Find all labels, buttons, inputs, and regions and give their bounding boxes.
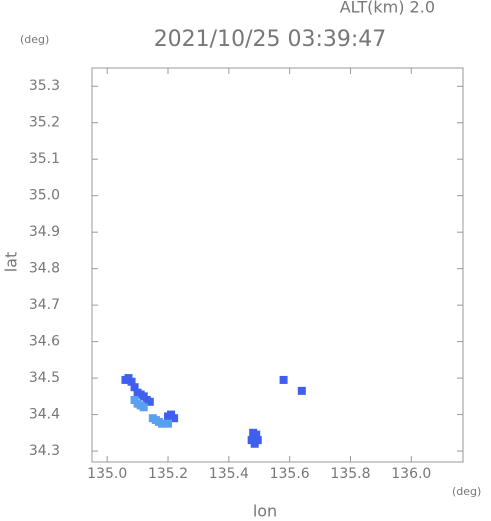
x-label: lon	[253, 502, 277, 521]
y-tick-label: 34.4	[29, 407, 60, 423]
echo-point	[170, 414, 179, 423]
y-unit: (deg)	[20, 33, 49, 46]
echo-point	[279, 375, 288, 384]
echo-point	[127, 377, 136, 386]
x-tick-label: 135.8	[330, 466, 370, 482]
y-tick-label: 34.3	[29, 443, 60, 459]
x-tick-label: 135.2	[148, 466, 188, 482]
echo-point	[139, 403, 148, 412]
echo-point	[145, 397, 154, 406]
y-tick-label: 34.9	[29, 224, 60, 240]
y-tick-label: 34.5	[29, 370, 60, 386]
chart-title: 2021/10/25 03:39:47	[154, 27, 387, 52]
x-tick-label: 135.4	[209, 466, 249, 482]
y-tick-label: 34.8	[29, 261, 60, 277]
y-tick-label: 35.2	[29, 115, 60, 131]
y-tick-label: 35.1	[29, 151, 60, 167]
echo-point	[297, 386, 306, 395]
x-tick-label: 136.0	[391, 466, 431, 482]
altitude-label: ALT(km) 2.0	[340, 0, 435, 17]
y-tick-label: 34.6	[29, 334, 60, 350]
echo-point	[253, 436, 262, 445]
plot-frame	[91, 67, 464, 463]
y-tick-label: 35.0	[29, 188, 60, 204]
echo-point	[164, 419, 173, 428]
x-tick-label: 135.0	[87, 466, 127, 482]
echo-point	[252, 430, 261, 439]
y-tick-label: 34.7	[29, 297, 60, 313]
x-tick-label: 135.6	[270, 466, 310, 482]
x-unit: (deg)	[452, 485, 481, 498]
echo-point	[157, 419, 166, 428]
echo-point	[130, 383, 139, 392]
y-label: lat	[2, 252, 21, 273]
y-tick-label: 35.3	[29, 78, 60, 94]
